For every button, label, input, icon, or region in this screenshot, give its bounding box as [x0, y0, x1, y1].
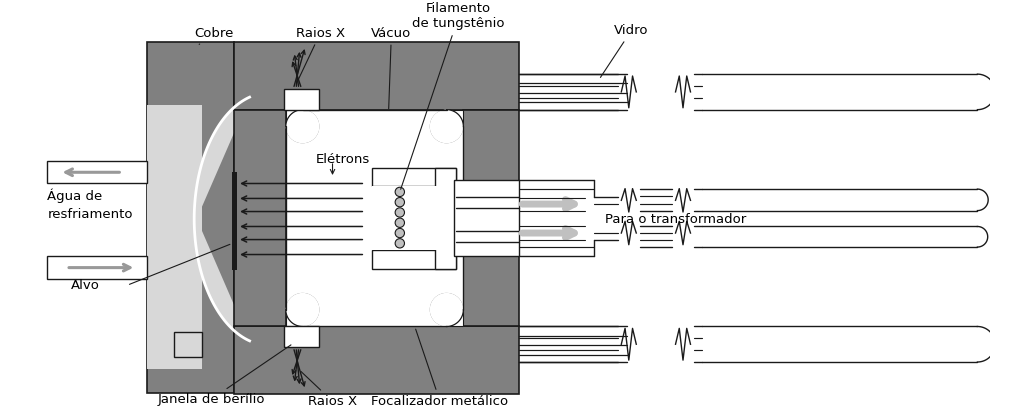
Text: Filamento
de tungstênio: Filamento de tungstênio: [401, 2, 505, 189]
Bar: [436, 168, 456, 269]
Text: Vácuo: Vácuo: [371, 26, 411, 109]
Bar: [371, 168, 456, 186]
Text: Para o transformador: Para o transformador: [606, 213, 747, 225]
Bar: [234, 42, 520, 110]
Bar: [147, 105, 202, 332]
Bar: [147, 332, 202, 370]
Bar: [47, 256, 147, 279]
Circle shape: [430, 110, 463, 143]
Circle shape: [285, 293, 319, 326]
Bar: [231, 172, 237, 270]
Bar: [371, 250, 456, 269]
Text: Elétrons: Elétrons: [316, 153, 370, 166]
Bar: [285, 110, 463, 326]
Bar: [174, 332, 202, 357]
Circle shape: [285, 110, 319, 143]
Bar: [371, 186, 456, 250]
Circle shape: [285, 110, 319, 143]
Circle shape: [285, 293, 319, 326]
Circle shape: [395, 197, 404, 207]
Bar: [234, 110, 285, 326]
Bar: [147, 42, 234, 393]
Text: Focalizador metálico: Focalizador metálico: [371, 329, 508, 408]
Circle shape: [395, 239, 404, 248]
Bar: [463, 110, 520, 326]
Polygon shape: [147, 97, 250, 341]
Text: Vidro: Vidro: [601, 24, 649, 77]
Circle shape: [395, 228, 404, 238]
Text: Alvo: Alvo: [71, 279, 99, 292]
Text: Cobre: Cobre: [194, 26, 233, 44]
Text: Janela de berílio: Janela de berílio: [158, 345, 291, 406]
Text: Raios X: Raios X: [296, 26, 345, 84]
Circle shape: [430, 110, 463, 143]
Circle shape: [430, 293, 463, 326]
Circle shape: [395, 187, 404, 197]
Text: Raios X: Raios X: [301, 371, 357, 408]
Text: Água de
resfriamento: Água de resfriamento: [47, 189, 133, 221]
Circle shape: [430, 293, 463, 326]
Bar: [284, 326, 319, 347]
Bar: [454, 180, 520, 256]
Circle shape: [395, 218, 404, 227]
Bar: [234, 326, 520, 394]
Circle shape: [395, 208, 404, 217]
Bar: [47, 161, 147, 183]
Bar: [284, 89, 319, 110]
